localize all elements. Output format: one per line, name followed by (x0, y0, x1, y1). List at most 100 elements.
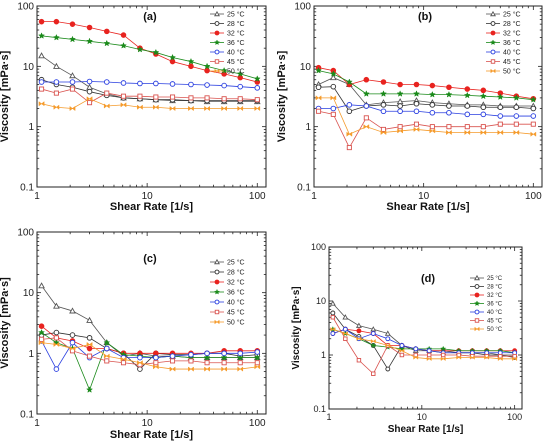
series-line (41, 55, 258, 103)
y-axis-title: Viscosity [mPa·s] (0, 50, 11, 142)
data-point (214, 49, 220, 55)
data-point (69, 21, 76, 27)
data-point (86, 83, 93, 90)
data-point (237, 83, 244, 90)
data-point (446, 103, 452, 109)
data-point (512, 353, 517, 359)
data-point (104, 90, 110, 96)
data-point (204, 95, 210, 101)
data-point (370, 331, 376, 336)
data-point (397, 108, 403, 115)
y-tick-label: 100 (17, 2, 34, 13)
data-point (204, 105, 210, 112)
data-point (380, 108, 387, 115)
data-point (53, 341, 60, 348)
data-point (221, 366, 227, 372)
data-point (413, 100, 420, 107)
data-point (86, 96, 93, 102)
data-point (397, 128, 403, 134)
data-point (169, 353, 176, 359)
data-point (513, 113, 520, 119)
data-point (204, 366, 210, 372)
plot-frame (328, 246, 523, 410)
data-point (380, 102, 387, 108)
legend-label: 25 °C (227, 10, 245, 18)
data-point (445, 90, 453, 98)
data-point (429, 128, 436, 134)
legend-label: 28 °C (227, 268, 245, 276)
data-point (237, 366, 244, 372)
data-point (53, 329, 60, 336)
data-point (385, 366, 391, 372)
data-point (214, 279, 220, 285)
data-point (464, 129, 471, 136)
legend-label: 32 °C (227, 29, 245, 37)
data-point (237, 350, 244, 357)
data-point (38, 79, 45, 85)
data-point (473, 300, 481, 307)
data-point (136, 45, 144, 53)
data-point (120, 41, 127, 49)
data-point (236, 353, 244, 361)
data-point (484, 355, 490, 360)
series-6 (330, 315, 517, 376)
series-line (318, 86, 534, 112)
data-point (315, 95, 322, 101)
data-point (342, 314, 349, 320)
data-point (490, 68, 496, 74)
data-point (221, 96, 227, 102)
data-point (188, 105, 194, 112)
data-point (330, 105, 337, 112)
data-point (363, 76, 370, 83)
data-point (153, 94, 159, 100)
data-point (513, 104, 520, 111)
legend-label: 32 °C (503, 29, 521, 37)
y-axis-title: Viscosity [mPa·s] (291, 286, 302, 369)
series-6 (316, 108, 536, 151)
data-point (120, 32, 127, 38)
legend-entry: 28 °C (210, 20, 245, 28)
legend-label: 36 °C (227, 288, 245, 296)
data-point (380, 79, 387, 85)
data-point (426, 352, 432, 358)
data-point (137, 354, 143, 361)
legend-label: 25 °C (503, 10, 521, 18)
data-point (343, 336, 348, 341)
series-4 (38, 32, 261, 82)
legend-entry: 28 °C (470, 284, 503, 291)
data-point (153, 80, 159, 87)
series-6 (39, 86, 260, 106)
data-point (253, 353, 261, 361)
data-point (103, 39, 111, 47)
y-tick-label: 1 (28, 349, 34, 360)
data-point (530, 121, 536, 127)
data-point (153, 354, 159, 361)
data-point (474, 326, 480, 332)
data-point (214, 269, 220, 275)
data-point (329, 300, 336, 306)
legend-entry: 36 °C (470, 300, 503, 308)
data-point (446, 109, 452, 116)
legend-label: 25 °C (227, 258, 245, 266)
data-point (497, 121, 503, 127)
data-point (104, 358, 110, 364)
data-point (399, 352, 405, 358)
data-point (86, 78, 93, 85)
data-point (446, 124, 452, 130)
data-point (69, 72, 76, 79)
data-point (38, 18, 45, 25)
data-point (39, 336, 45, 342)
x-tick-label: 10 (417, 412, 427, 422)
data-point (346, 102, 353, 108)
series-line (318, 70, 534, 101)
legend-entry: 32 °C (210, 278, 245, 286)
data-point (412, 90, 420, 97)
x-tick-label: 1 (34, 191, 40, 202)
data-point (137, 104, 143, 110)
data-point (169, 94, 176, 100)
y-tick-label: 10 (300, 62, 312, 73)
data-point (530, 113, 537, 119)
data-point (474, 284, 480, 289)
